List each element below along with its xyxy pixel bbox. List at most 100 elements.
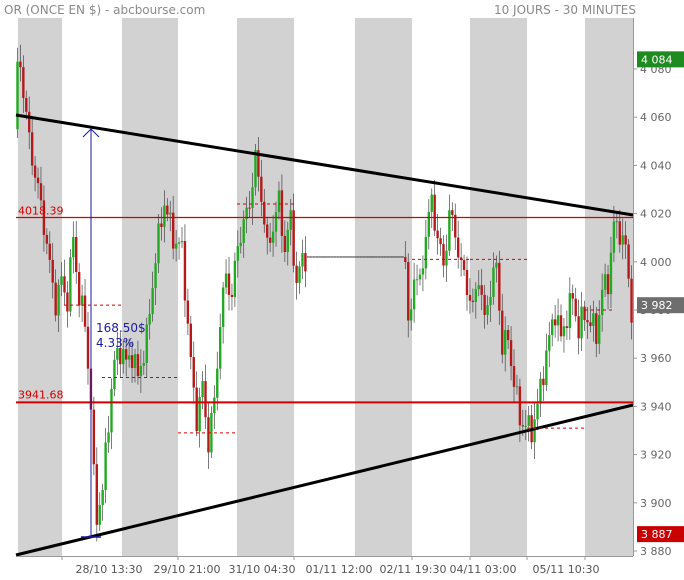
candle: [139, 365, 143, 377]
candle: [298, 266, 301, 283]
candle: [527, 415, 530, 427]
candle: [304, 253, 307, 272]
candle: [66, 292, 69, 312]
candle: [195, 387, 198, 432]
candle: [218, 327, 222, 369]
session-band: [355, 18, 412, 556]
candle: [154, 263, 157, 289]
time-tick-label: 05/11 10:30: [533, 563, 600, 576]
candle: [127, 355, 131, 360]
candle: [606, 274, 610, 295]
candle: [169, 212, 172, 215]
candle: [409, 309, 413, 321]
price-badges: 4 084 3 982 3 887: [637, 51, 684, 543]
chart-period: 10 JOURS - 30 MINUTES: [493, 3, 636, 17]
candle: [239, 242, 242, 247]
candle: [468, 294, 472, 301]
candle: [562, 326, 566, 337]
candle: [536, 403, 539, 420]
price-tick-label: 3 880: [640, 545, 672, 558]
candle: [424, 236, 428, 269]
candle: [171, 212, 175, 249]
candle: [186, 300, 190, 324]
candle: [618, 221, 621, 245]
candle: [495, 262, 498, 268]
price-tick-label: 3 940: [640, 400, 672, 413]
candle: [471, 300, 475, 302]
candles: [16, 44, 633, 542]
resistance-level-label: 4018.39: [18, 204, 64, 217]
candle: [524, 426, 527, 428]
time-tick-label: 28/10 13:30: [76, 563, 143, 576]
candle: [72, 237, 75, 258]
last-price-badge-label: 3 982: [641, 299, 673, 312]
candle: [22, 67, 25, 99]
lower-trendline: [15, 403, 634, 557]
candle: [289, 210, 292, 230]
candle: [506, 330, 510, 341]
candle: [545, 350, 548, 386]
candle: [107, 432, 110, 443]
candle: [160, 223, 163, 227]
candle: [95, 464, 98, 525]
candle: [30, 132, 34, 166]
candle: [45, 234, 49, 244]
candle: [539, 378, 542, 404]
candle: [456, 237, 460, 258]
candle: [216, 368, 219, 398]
candle: [433, 194, 436, 231]
candle: [586, 320, 589, 323]
candle: [260, 176, 263, 202]
measure-amount-label: 168.50$: [96, 321, 146, 335]
candle: [266, 224, 269, 238]
candle: [589, 322, 592, 326]
candle: [192, 357, 195, 388]
price-tick-label: 4 000: [640, 256, 672, 269]
candle: [248, 207, 251, 209]
candle: [462, 260, 466, 270]
candle: [301, 253, 304, 267]
candle: [489, 296, 492, 306]
candle: [445, 250, 448, 266]
time-tick-label: 01/11 12:00: [306, 563, 373, 576]
candle: [133, 354, 137, 369]
candle: [427, 211, 431, 237]
price-tick-label: 4 060: [640, 111, 672, 124]
candle: [92, 409, 96, 465]
candle: [404, 256, 407, 263]
candle: [110, 389, 113, 433]
candle: [556, 315, 560, 326]
candle: [201, 381, 204, 398]
candle: [33, 165, 37, 178]
candle: [174, 243, 178, 249]
candle: [251, 187, 254, 209]
candle: [277, 190, 281, 213]
candle: [19, 61, 22, 68]
candle: [436, 230, 439, 239]
upper-trendline: [15, 113, 634, 217]
candle: [36, 177, 40, 184]
candle: [509, 340, 513, 367]
candle: [577, 316, 580, 339]
candle: [609, 252, 613, 295]
candle: [254, 150, 257, 188]
candle: [63, 276, 66, 293]
candle: [48, 243, 51, 260]
session-shading: [18, 18, 633, 556]
candle: [583, 306, 586, 321]
candle: [177, 242, 181, 244]
candle: [157, 223, 160, 264]
candle: [221, 287, 225, 328]
candle: [521, 425, 525, 427]
chart-title: OR (ONCE EN $) - abcbourse.com: [4, 3, 206, 17]
low-price-badge: [637, 526, 684, 543]
candle: [98, 505, 101, 525]
candle: [142, 363, 146, 366]
candle: [480, 285, 483, 295]
candle: [233, 260, 237, 298]
candle: [130, 355, 134, 369]
candle: [224, 273, 228, 288]
candle: [501, 310, 504, 355]
candle: [571, 293, 574, 299]
